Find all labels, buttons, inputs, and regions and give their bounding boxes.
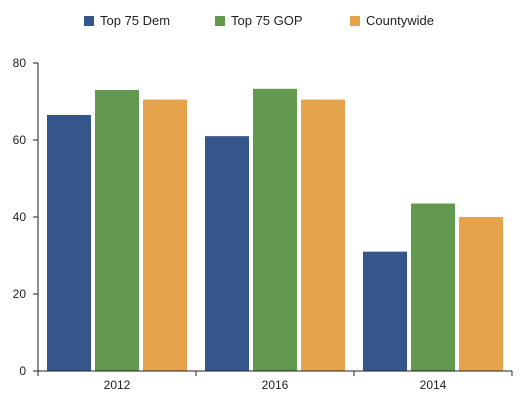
x-tick-label-2016: 2016: [262, 378, 289, 392]
x-tick-label-2014: 2014: [420, 378, 447, 392]
bar-2016-series-2: [253, 88, 297, 372]
bar-2016-series-3: [301, 99, 345, 371]
legend-label-1: Top 75 Dem: [100, 13, 170, 28]
x-tick-label-2012: 2012: [104, 378, 131, 392]
legend-swatch-2: [215, 16, 225, 26]
y-tick-label-20: 20: [13, 287, 27, 301]
bar-2016-series-1: [205, 136, 249, 371]
y-axis: 0 20 40 60 80: [13, 56, 39, 378]
legend-swatch-1: [84, 16, 94, 26]
bar-2012-series-2: [95, 89, 139, 371]
y-tick-label-40: 40: [13, 210, 27, 224]
x-axis: 2012 2016 2014: [37, 370, 513, 392]
legend-label-3: Countywide: [366, 13, 434, 28]
legend-swatch-3: [350, 16, 360, 26]
bar-2014-series-2: [411, 203, 455, 371]
y-tick-label-0: 0: [19, 364, 26, 378]
y-tick-label-60: 60: [13, 133, 27, 147]
legend-label-2: Top 75 GOP: [231, 13, 303, 28]
bar-2012-series-1: [47, 114, 91, 371]
bar-2014-series-1: [363, 251, 407, 371]
legend: Top 75 Dem Top 75 GOP Countywide: [84, 13, 434, 28]
bar-2014-series-3: [459, 217, 503, 371]
y-tick-label-80: 80: [13, 56, 27, 70]
bar-2012-series-3: [143, 99, 187, 371]
bars: [47, 88, 503, 372]
